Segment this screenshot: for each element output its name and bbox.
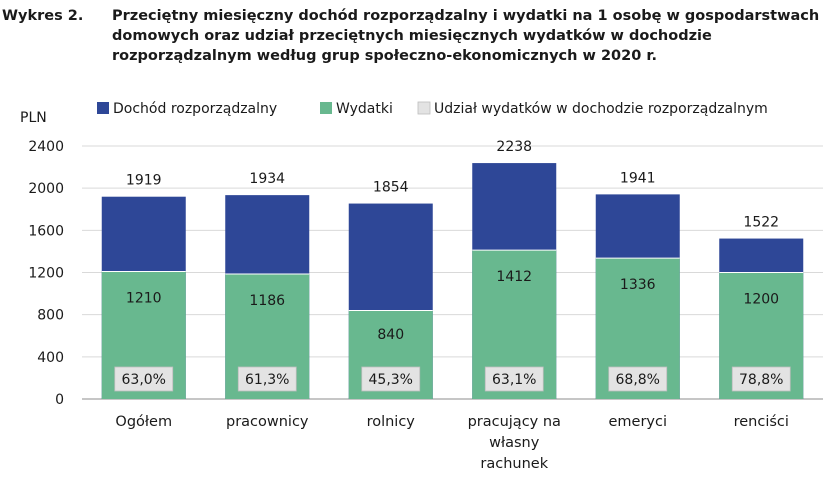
share-box — [608, 366, 668, 392]
income-data-label: 2238 — [496, 139, 532, 155]
share-data-label: 63,0% — [122, 372, 166, 388]
share-box — [731, 366, 791, 392]
y-tick-label: 1200 — [28, 266, 64, 282]
legend-swatch-expenses — [320, 102, 332, 114]
x-category-label: rolnicy — [367, 414, 416, 430]
y-tick-label: 800 — [37, 308, 64, 324]
legend-label-share: Udział wydatków w dochodzie rozporządzal… — [434, 101, 768, 117]
x-category-label: własny — [489, 435, 540, 451]
y-tick-label: 1600 — [28, 223, 64, 239]
y-axis-label: PLN — [20, 110, 47, 126]
share-data-label: 68,8% — [616, 372, 660, 388]
expenses-data-label: 1336 — [620, 277, 656, 293]
expenses-data-label: 1200 — [743, 292, 779, 308]
income-data-label: 1934 — [249, 171, 285, 187]
share-data-label: 61,3% — [245, 372, 289, 388]
share-box — [114, 366, 174, 392]
x-category-label: emeryci — [608, 414, 667, 430]
share-data-label: 78,8% — [739, 372, 783, 388]
x-category-label: pracownicy — [226, 414, 309, 430]
chart-number: Wykres 2. — [2, 8, 84, 24]
expenses-data-label: 1210 — [126, 290, 162, 306]
chart-title-text: Przeciętny miesięczny dochód rozporządza… — [112, 8, 820, 64]
expenses-data-label: 1412 — [496, 269, 532, 285]
legend-label-expenses: Wydatki — [336, 101, 393, 117]
x-category-label: pracujący na — [468, 414, 561, 430]
expenses-data-label: 1186 — [249, 293, 285, 309]
legend-label-income: Dochód rozporządzalny — [113, 101, 277, 117]
share-box — [237, 366, 297, 392]
x-category-label: Ogółem — [115, 414, 172, 430]
expenses-data-label: 840 — [377, 327, 404, 343]
income-data-label: 1854 — [373, 180, 409, 196]
legend-swatch-income — [97, 102, 109, 114]
x-category-label: renciści — [734, 414, 789, 430]
y-tick-label: 2400 — [28, 139, 64, 155]
share-data-label: 63,1% — [492, 372, 536, 388]
income-data-label: 1522 — [743, 215, 779, 231]
income-data-label: 1919 — [126, 173, 162, 189]
y-tick-label: 0 — [55, 392, 64, 408]
share-box — [361, 366, 421, 392]
x-category-label: rachunek — [480, 456, 548, 472]
legend-swatch-share — [417, 101, 431, 115]
income-data-label: 1941 — [620, 170, 656, 186]
share-data-label: 45,3% — [369, 372, 413, 388]
share-box — [484, 366, 544, 392]
y-tick-label: 400 — [37, 350, 64, 366]
y-tick-label: 2000 — [28, 181, 64, 197]
